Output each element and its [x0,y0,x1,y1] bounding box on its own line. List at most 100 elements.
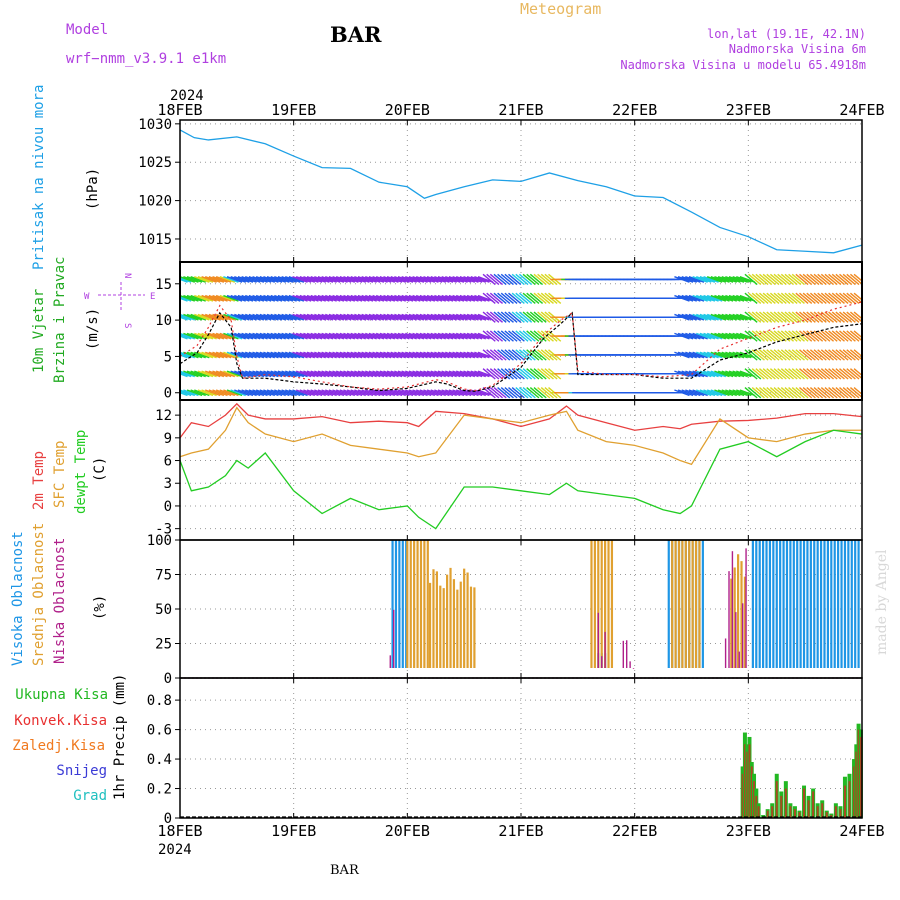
wind-arrow [415,313,432,321]
wind-arrow [820,273,835,286]
wind-arrow [183,389,199,397]
wind-arrow [685,389,701,397]
y-tick-label: 1020 [138,194,172,210]
wind-arrow [849,273,862,286]
wind-arrow [721,370,737,378]
wind-arrow [529,349,544,361]
wind-arrow [699,370,716,378]
wind-arrow [285,370,301,378]
wind-arrow [310,294,326,302]
wind-arrow [350,370,366,378]
wind-barbs [180,273,862,399]
wind-arrow [703,332,719,340]
wind-arrow [795,387,809,399]
wind-arrow [357,351,374,359]
date-label-bottom: 24FEB [839,822,884,840]
wind-arrow [728,389,745,397]
wind-arrow [426,332,443,340]
precip-legend-4: Grad [73,788,107,804]
precip-legend-3: Snijeg [56,763,107,779]
wind-arrow [226,389,243,397]
wind-arrow [328,389,345,397]
wind-arrow [180,351,196,359]
wind-arrow [809,387,824,399]
wind-arrow [314,294,330,302]
wind-arrow [853,292,862,304]
wind-arrow [252,351,268,359]
wind-arrow [423,332,439,340]
wind-arrow [820,387,835,399]
wind-arrow [688,332,705,340]
wind-arrow [452,389,468,397]
wind-arrow [725,351,741,359]
wind-arrow [215,389,232,397]
wind-arrow [744,292,758,304]
date-label-bottom: 19FEB [271,822,316,840]
wind-arrow [688,370,705,378]
wind-arrow [486,349,500,361]
wind-arrow [677,351,694,359]
wind-arrow [365,313,381,321]
wind-arrow [281,276,297,283]
wind-arrow [706,370,723,378]
wind-arrow [368,294,385,302]
wind-arrow [415,276,432,283]
wind-arrow [310,276,326,283]
wind-arrow [288,332,305,340]
wind-arrow [486,311,500,323]
wind-arrow [270,313,286,321]
wind-arrow [508,387,522,399]
wind-arrow [817,273,831,286]
wind-arrow [795,292,809,304]
wind-arrow [277,313,294,321]
wind-arrow [379,370,396,378]
wind-arrow [515,311,529,323]
precip-conv-bar [834,806,837,818]
wind-arrow [526,387,540,399]
wind-arrow [274,389,290,397]
wind-arrow [540,349,554,361]
wind-arrow [346,276,363,283]
wind-arrow [299,294,316,302]
wind-arrow [408,313,425,321]
wind-arrow [497,368,511,380]
wind-arrow [390,370,406,378]
y-tick-label: 0.6 [147,723,172,739]
wind-arrow [226,332,243,340]
wind-arrow [332,332,348,340]
wind-arrow [728,370,745,378]
wind-arrow [259,351,276,359]
wind-arrow [710,332,727,340]
wind-arrow [508,368,522,380]
wind-arrow [426,389,443,397]
wind-arrow [784,292,798,304]
wind-arrow [748,368,762,380]
wind-arrow [180,370,188,378]
wind-arrow [751,330,765,342]
precip-conv-bar [855,751,858,818]
wind-arrow [751,273,765,286]
wind-arrow [426,294,443,302]
wind-arrow [806,368,820,380]
wind-arrow [197,276,214,283]
precip-conv-bar [807,800,810,818]
wind-arrow [292,332,308,340]
wind-arrow [773,292,787,304]
wind-arrow [295,351,312,359]
wind-arrow [696,276,712,283]
wind-arrow [802,273,816,286]
wind-arrow [241,389,257,397]
wind-arrow [328,332,345,340]
wind-arrow [493,368,507,380]
wind-arrow [252,276,268,283]
wind-arrow [791,273,805,286]
wind-arrow [824,349,838,361]
wind-arrow [441,332,457,340]
wind-arrow [383,276,399,283]
wind-arrow [839,273,853,286]
wind-arrow [470,294,487,302]
wind-arrow [197,389,214,397]
wind-arrow [773,368,787,380]
wind-arrow [497,311,511,323]
wind-arrow [194,332,210,340]
